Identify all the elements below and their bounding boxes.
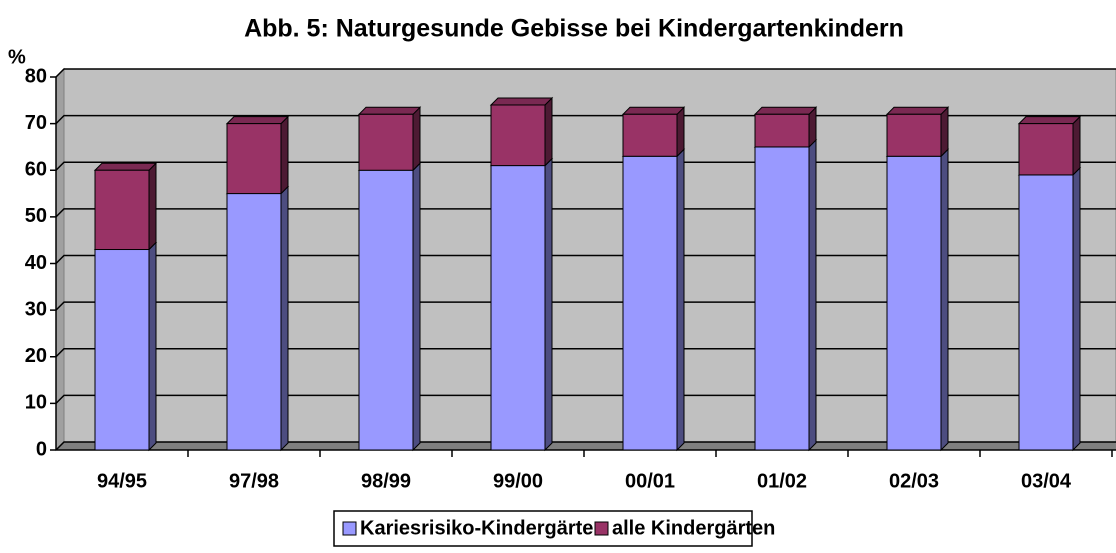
bar-side <box>412 162 421 452</box>
bar <box>94 249 150 451</box>
y-tick-label: 80 <box>25 65 47 87</box>
legend-label: alle Kindergärten <box>612 517 775 539</box>
x-tick-label: 94/95 <box>97 470 147 492</box>
bar <box>1018 123 1074 176</box>
bar-top <box>357 106 422 115</box>
bar-top <box>885 106 950 115</box>
y-tick-label: 10 <box>25 392 47 414</box>
bar <box>622 155 678 451</box>
bar <box>1018 174 1074 451</box>
grid-line <box>55 68 1116 78</box>
x-tick-label: 02/03 <box>889 470 939 492</box>
y-tick-label: 50 <box>25 205 47 227</box>
bar-side <box>808 138 817 452</box>
legend-swatch <box>594 521 609 536</box>
bar-top <box>753 106 818 115</box>
y-axis-label: % <box>8 46 26 68</box>
y-tick-label: 20 <box>25 345 47 367</box>
back-wall <box>54 68 1116 451</box>
bar <box>358 113 414 171</box>
bar-side <box>280 185 289 452</box>
bar <box>754 113 810 148</box>
y-tick-label: 40 <box>25 252 47 274</box>
bar-top <box>93 162 158 171</box>
floor <box>54 441 1116 451</box>
bar-top <box>621 106 686 115</box>
bar-side <box>1072 115 1081 177</box>
y-tick-label: 60 <box>25 159 47 181</box>
bar-side <box>544 157 553 452</box>
bar-side <box>412 106 421 172</box>
x-tick-label: 03/04 <box>1021 470 1072 492</box>
bar <box>94 169 150 251</box>
chart-title: Abb. 5: Naturgesunde Gebisse bei Kinderg… <box>244 15 904 43</box>
bar <box>226 123 282 195</box>
bar-side <box>148 241 157 452</box>
bar-side <box>1072 166 1081 452</box>
bar-top <box>225 116 290 125</box>
y-tick-label: 30 <box>25 298 47 320</box>
bar-side <box>676 106 685 158</box>
bar-side <box>148 162 157 251</box>
x-tick-label: 97/98 <box>229 470 279 492</box>
y-tick-label: 70 <box>25 112 47 134</box>
legend-swatch <box>342 521 357 536</box>
legend-label: Kariesrisiko-Kindergärten <box>360 517 606 539</box>
legend <box>333 510 753 547</box>
bar <box>622 113 678 157</box>
bar <box>886 155 942 451</box>
bar <box>490 104 546 167</box>
bar-side <box>940 106 949 158</box>
bar <box>886 113 942 157</box>
bar-side <box>940 148 949 452</box>
x-tick-label: 00/01 <box>625 470 675 492</box>
x-tick-label: 99/00 <box>493 470 543 492</box>
bar-top <box>489 97 554 106</box>
bar-side <box>676 148 685 452</box>
bar <box>490 165 546 451</box>
bar <box>358 169 414 451</box>
x-tick-label: 98/99 <box>361 470 411 492</box>
x-tick-label: 01/02 <box>757 470 807 492</box>
bar-side <box>544 96 553 167</box>
bar <box>754 146 810 451</box>
bar-side <box>280 115 289 195</box>
bar-top <box>1017 116 1082 125</box>
bar <box>226 193 282 451</box>
y-tick-label: 0 <box>36 438 47 460</box>
